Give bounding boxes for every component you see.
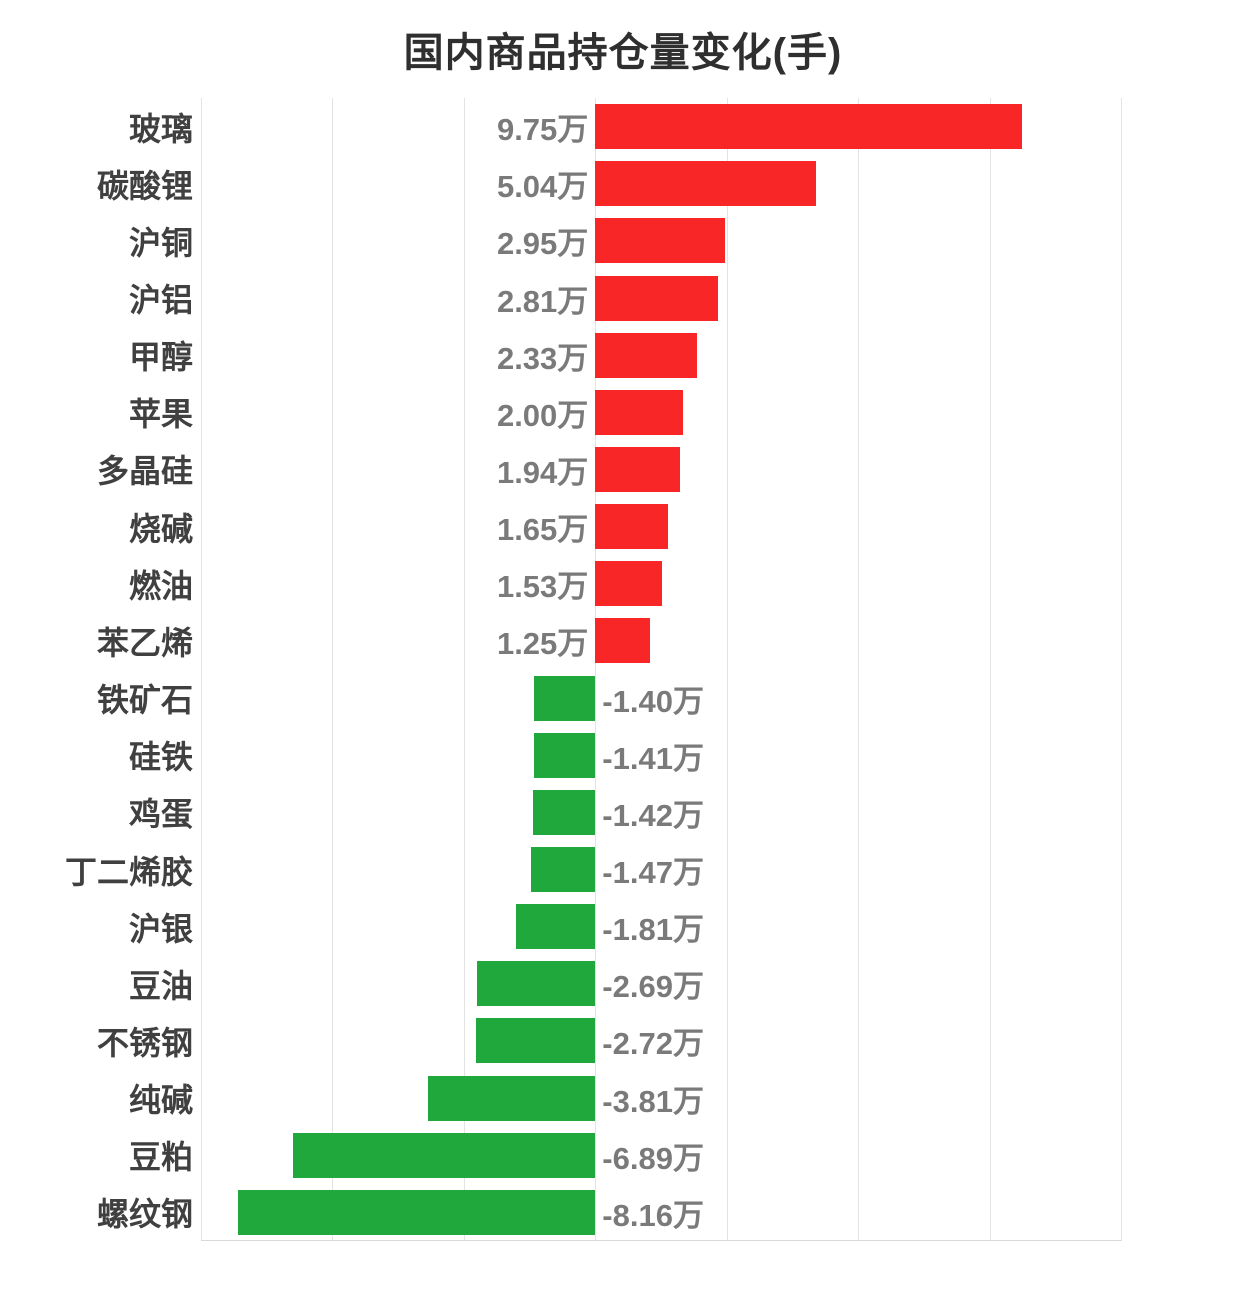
negative-bar-丁二烯胶	[530, 847, 596, 892]
category-label: 纯碱	[128, 1082, 193, 1119]
value-label: 1.25万	[496, 626, 589, 662]
category-label: 硅铁	[128, 739, 193, 776]
positive-bar-沪铝	[595, 275, 719, 321]
value-label: -8.16万	[602, 1197, 704, 1233]
x-axis-line	[201, 1240, 1121, 1241]
bar-row-甲醇: 甲醇 2.33万	[0, 327, 1246, 384]
value-label: 5.04万	[496, 169, 589, 205]
gridline--6wan	[332, 98, 334, 1241]
bar-row-燃油: 燃油 1.53万	[0, 555, 1246, 612]
value-label: -1.40万	[602, 683, 704, 719]
plot-area	[201, 98, 1122, 1241]
category-label: 多晶硅	[96, 453, 193, 490]
negative-bar-不锈钢	[476, 1018, 596, 1064]
value-label: -3.81万	[602, 1083, 704, 1119]
category-label: 螺纹钢	[96, 1196, 193, 1233]
positive-bar-玻璃	[595, 104, 1023, 150]
bar-row-鸡蛋: 鸡蛋 -1.42万	[0, 784, 1246, 841]
positive-bar-苹果	[595, 389, 683, 435]
category-label: 沪铝	[128, 282, 193, 318]
value-label: 1.53万	[496, 569, 589, 605]
gridline-9wan	[989, 98, 991, 1241]
category-label: 沪银	[128, 910, 193, 947]
bar-row-螺纹钢: 螺纹钢 -8.16万	[0, 1184, 1246, 1241]
bar-row-丁二烯胶: 丁二烯胶 -1.47万	[0, 841, 1246, 898]
value-label: -1.42万	[602, 797, 704, 833]
positive-bar-多晶硅	[595, 446, 681, 492]
category-label: 甲醇	[128, 339, 193, 376]
value-label: 2.81万	[496, 283, 589, 319]
bar-row-烧碱: 烧碱 1.65万	[0, 498, 1246, 555]
negative-bar-豆粕	[293, 1132, 596, 1178]
positive-bar-沪铜	[595, 218, 725, 264]
positive-bar-苯乙烯	[595, 618, 651, 664]
gridline-0wan	[595, 98, 597, 1241]
bar-row-苹果: 苹果 2.00万	[0, 384, 1246, 441]
category-label: 苯乙烯	[96, 624, 193, 661]
bar-row-不锈钢: 不锈钢 -2.72万	[0, 1012, 1246, 1069]
value-label: -1.41万	[602, 740, 704, 776]
gridline--3wan	[463, 98, 465, 1241]
bar-row-多晶硅: 多晶硅 1.94万	[0, 441, 1246, 498]
value-label: 1.94万	[496, 454, 589, 490]
gridline-12wan	[1121, 98, 1122, 1241]
bar-row-铁矿石: 铁矿石 -1.40万	[0, 670, 1246, 727]
category-label: 不锈钢	[96, 1024, 193, 1061]
bar-row-纯碱: 纯碱 -3.81万	[0, 1070, 1246, 1127]
value-label: -2.72万	[602, 1026, 704, 1062]
bar-row-碳酸锂: 碳酸锂 5.04万	[0, 155, 1246, 212]
bar-row-沪银: 沪银 -1.81万	[0, 898, 1246, 955]
positive-bar-碳酸锂	[595, 161, 817, 207]
bar-row-硅铁: 硅铁 -1.41万	[0, 727, 1246, 784]
value-label: -1.81万	[602, 912, 704, 948]
negative-bar-沪银	[515, 904, 596, 950]
positive-bar-甲醇	[595, 332, 698, 378]
positive-bar-燃油	[595, 561, 663, 607]
value-label: -6.89万	[602, 1140, 704, 1176]
category-label: 豆粕	[128, 1139, 193, 1176]
category-label: 丁二烯胶	[64, 853, 193, 890]
negative-bar-豆油	[477, 961, 596, 1007]
bar-row-豆油: 豆油 -2.69万	[0, 955, 1246, 1012]
value-label: 2.95万	[496, 226, 589, 262]
gridline-3wan	[726, 98, 728, 1241]
value-label: 2.33万	[496, 340, 589, 376]
value-label: -1.47万	[602, 855, 704, 890]
value-label: -2.69万	[602, 969, 704, 1005]
negative-bar-铁矿石	[533, 675, 596, 721]
chart-title: 国内商品持仓量变化(手)	[403, 31, 843, 75]
category-label: 烧碱	[128, 510, 193, 547]
category-label: 沪铜	[128, 224, 193, 261]
category-label: 鸡蛋	[128, 796, 193, 833]
bar-row-玻璃: 玻璃 9.75万	[0, 98, 1246, 155]
bar-row-豆粕: 豆粕 -6.89万	[0, 1127, 1246, 1184]
bar-row-沪铜: 沪铜 2.95万	[0, 212, 1246, 269]
category-label: 碳酸锂	[96, 167, 193, 204]
bar-row-沪铝: 沪铝 2.81万	[0, 269, 1246, 326]
gridline-6wan	[858, 98, 860, 1241]
category-label: 铁矿石	[96, 682, 193, 719]
negative-bar-螺纹钢	[237, 1189, 596, 1235]
negative-bar-硅铁	[533, 732, 596, 778]
bar-row-苯乙烯: 苯乙烯 1.25万	[0, 612, 1246, 669]
positive-bar-烧碱	[595, 504, 668, 550]
gridline--9wan	[201, 98, 202, 1241]
value-label: 1.65万	[496, 512, 589, 548]
category-label: 苹果	[128, 396, 193, 433]
value-label: 9.75万	[496, 112, 589, 148]
category-label: 燃油	[128, 567, 193, 604]
category-label: 玻璃	[128, 110, 193, 147]
negative-bar-鸡蛋	[533, 789, 596, 835]
negative-bar-纯碱	[428, 1075, 596, 1121]
category-label: 豆油	[128, 967, 193, 1004]
value-label: 2.00万	[496, 397, 589, 433]
